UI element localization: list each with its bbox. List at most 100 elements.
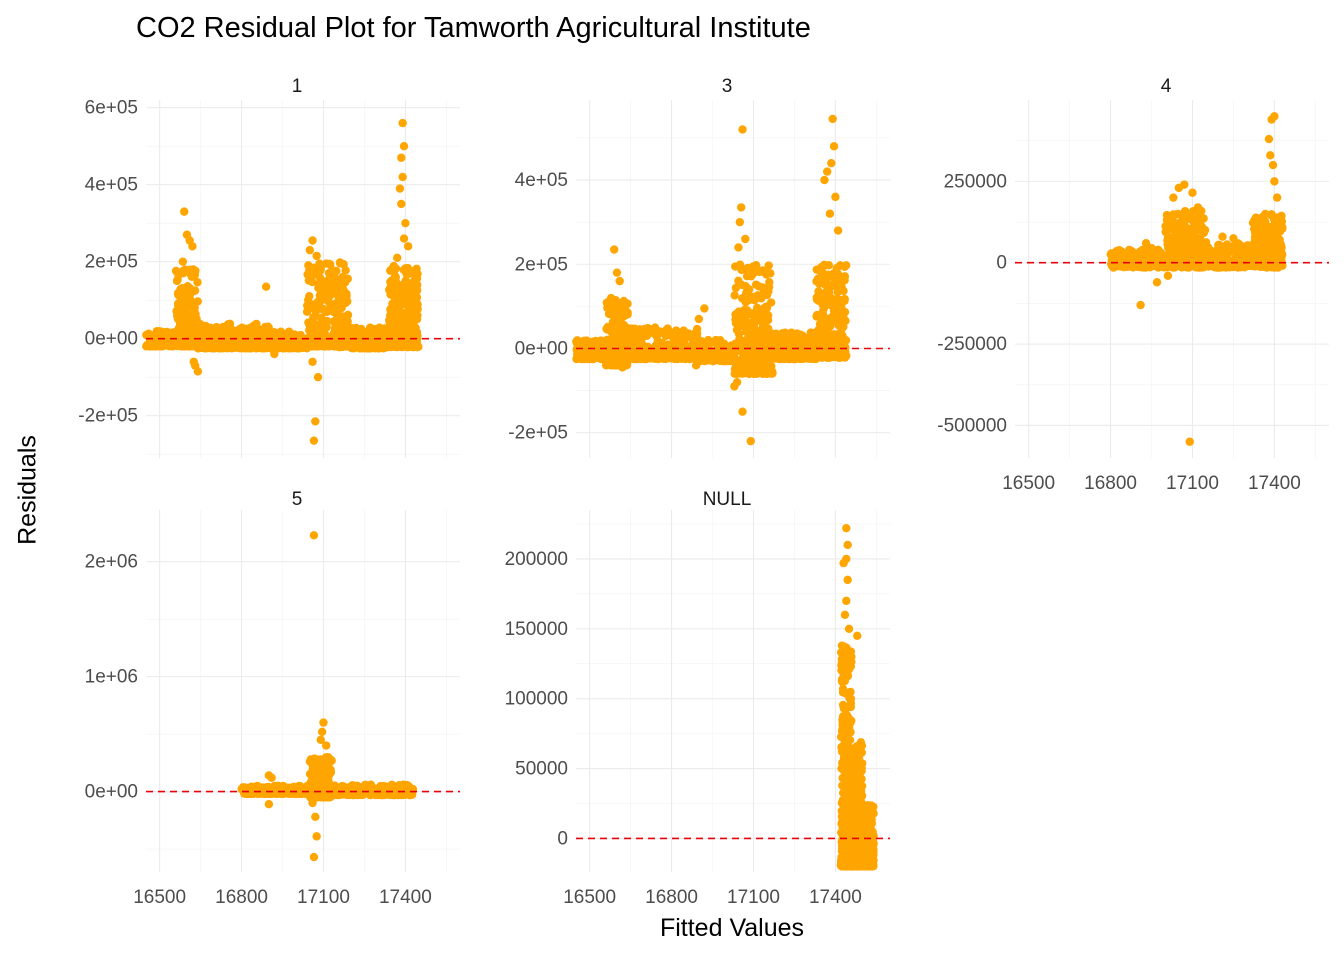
data-point	[813, 353, 822, 362]
data-point	[606, 293, 616, 303]
data-point	[741, 234, 750, 244]
data-point	[1136, 300, 1145, 310]
data-point	[831, 272, 840, 282]
data-point	[412, 286, 422, 295]
data-point	[833, 287, 842, 297]
data-point	[700, 342, 709, 351]
data-point	[817, 275, 826, 284]
y-tick-label: -2e+05	[508, 423, 568, 444]
data-point	[732, 377, 742, 387]
data-points	[237, 531, 418, 862]
data-point	[190, 361, 200, 370]
data-point	[1167, 223, 1176, 233]
data-point	[339, 315, 348, 325]
data-point	[787, 328, 796, 337]
data-point	[319, 304, 328, 314]
x-axis-label: Fitted Values	[659, 914, 805, 942]
data-point	[186, 266, 195, 275]
data-point	[1163, 271, 1173, 280]
data-point	[596, 336, 606, 345]
data-point	[828, 114, 837, 124]
y-tick-label: 0e+00	[85, 329, 138, 350]
data-point	[1178, 213, 1187, 223]
data-point	[588, 337, 597, 346]
y-tick-label: -250000	[937, 334, 1007, 355]
data-point	[630, 327, 639, 337]
data-point	[836, 328, 846, 337]
data-point	[817, 314, 826, 323]
data-point	[305, 245, 315, 255]
data-point	[783, 353, 792, 362]
x-tick-label: 17400	[379, 887, 432, 908]
data-point	[581, 338, 590, 347]
data-point	[618, 298, 627, 308]
data-point	[758, 369, 767, 378]
data-point	[144, 329, 153, 338]
data-point	[742, 319, 751, 328]
data-point	[631, 352, 640, 361]
data-point	[1266, 151, 1275, 160]
data-point	[1252, 217, 1261, 226]
y-tick-label: 0	[996, 253, 1007, 274]
data-point	[735, 217, 745, 227]
data-point	[158, 340, 167, 350]
data-point	[732, 319, 741, 328]
data-point	[188, 242, 197, 251]
data-point	[149, 342, 158, 351]
y-tick-label: 2e+05	[85, 252, 138, 273]
data-point	[323, 771, 333, 780]
x-tick-label: 17400	[1248, 473, 1301, 494]
data-point	[760, 315, 769, 324]
data-point	[316, 777, 326, 787]
data-point	[1270, 177, 1279, 186]
data-point	[324, 283, 334, 292]
data-point	[796, 353, 806, 362]
data-point	[379, 781, 388, 791]
data-point	[290, 344, 299, 353]
data-point	[603, 325, 612, 334]
data-point	[1158, 262, 1168, 272]
data-point	[1273, 263, 1283, 272]
data-point	[403, 342, 412, 352]
data-point	[736, 203, 746, 212]
y-tick-label: 2e+05	[515, 254, 568, 275]
data-point	[182, 303, 191, 312]
data-point	[399, 265, 409, 275]
data-point	[738, 407, 747, 416]
data-point	[399, 234, 409, 243]
data-point	[254, 788, 263, 798]
data-point	[703, 353, 713, 363]
data-point	[395, 184, 405, 193]
data-point	[401, 276, 410, 285]
data-point	[814, 288, 824, 297]
data-point	[322, 259, 331, 268]
data-point	[1272, 193, 1282, 202]
data-point	[407, 327, 416, 337]
data-point	[730, 291, 739, 300]
data-point	[179, 268, 188, 278]
data-point	[669, 338, 678, 347]
data-point	[1137, 263, 1147, 272]
x-tick-label: 17100	[1166, 473, 1219, 494]
data-point	[1197, 263, 1206, 272]
data-point	[797, 342, 807, 352]
facet-strip-label: 3	[721, 76, 733, 97]
data-point	[1212, 263, 1222, 272]
data-point	[1199, 214, 1208, 223]
data-point	[739, 352, 748, 362]
data-point	[812, 295, 822, 304]
data-point	[305, 320, 314, 330]
chart-title: CO2 Residual Plot for Tamworth Agricultu…	[136, 12, 811, 44]
data-point	[333, 305, 343, 314]
data-point	[1119, 262, 1129, 272]
data-point	[712, 350, 721, 360]
data-point	[393, 328, 402, 338]
data-point	[400, 320, 409, 329]
data-point	[212, 322, 221, 332]
data-point	[1229, 234, 1238, 243]
data-point	[385, 284, 395, 293]
data-point	[178, 257, 188, 266]
